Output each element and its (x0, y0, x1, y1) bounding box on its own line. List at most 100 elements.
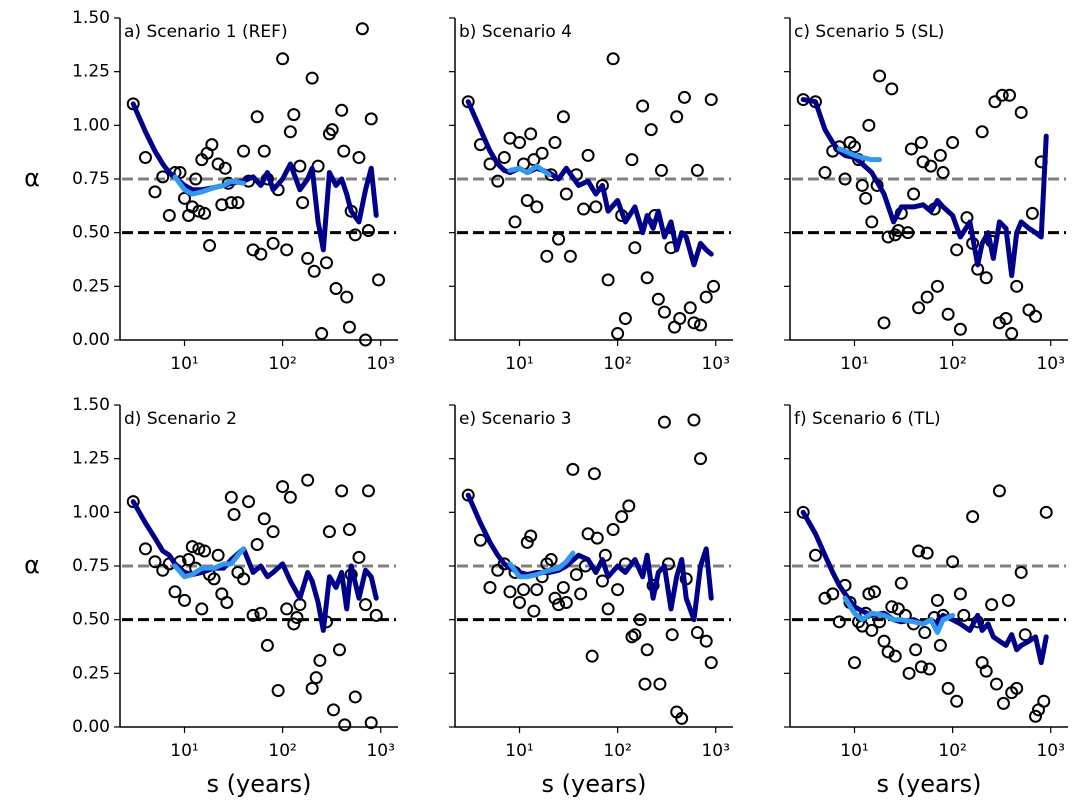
data-point (677, 90, 691, 104)
data-point (205, 138, 219, 152)
data-point (881, 230, 895, 244)
data-point (877, 316, 891, 330)
x-tick-label: 10¹ (505, 741, 533, 761)
data-point (1001, 593, 1015, 607)
data-point (891, 602, 905, 616)
data-point (168, 585, 182, 599)
panel-title: b) Scenario 4 (459, 22, 572, 42)
data-point (352, 151, 366, 165)
data-point (520, 193, 534, 207)
line-series (507, 163, 552, 178)
y-tick-label: 0.75 (72, 556, 110, 576)
data-point (287, 108, 301, 122)
data-point (283, 490, 297, 504)
data-point (266, 525, 280, 539)
data-point (585, 649, 599, 663)
data-point (1022, 303, 1036, 317)
data-point (675, 711, 689, 725)
data-point (707, 279, 721, 293)
data-point (862, 587, 876, 601)
data-point (595, 574, 609, 588)
data-point (950, 243, 964, 257)
data-point (992, 316, 1006, 330)
data-point (873, 615, 887, 629)
x-tick-label: 10² (268, 741, 296, 761)
data-point (309, 671, 323, 685)
data-point (503, 585, 517, 599)
data-point (946, 136, 960, 150)
data-point (826, 587, 840, 601)
data-point (369, 608, 383, 622)
data-point (148, 185, 162, 199)
data-point (615, 510, 629, 524)
y-tick-label: 0.25 (72, 276, 110, 296)
data-point (611, 327, 625, 341)
data-point (601, 602, 615, 616)
data-point (293, 159, 307, 173)
x-tick-label: 10³ (366, 741, 394, 761)
data-point (902, 666, 916, 680)
data-point (690, 163, 704, 177)
data-point (126, 495, 140, 509)
x-tick-label: 10³ (1036, 741, 1064, 761)
x-tick-label: 10² (938, 741, 966, 761)
data-point (138, 151, 152, 165)
data-point (979, 271, 993, 285)
y-tick-label: 1.00 (72, 115, 110, 135)
data-point (818, 166, 832, 180)
y-tick-label: 0.25 (72, 663, 110, 683)
data-point (1037, 694, 1051, 708)
data-point (909, 643, 923, 657)
data-point (683, 301, 697, 315)
data-point (293, 598, 307, 612)
data-point (665, 628, 679, 642)
data-point (182, 553, 196, 567)
y-tick-label: 0.00 (72, 717, 110, 737)
data-point (315, 327, 329, 341)
panel: 10¹ 10² 10³ c) Scenario 5 (SL) (784, 17, 1068, 374)
data-point (877, 634, 891, 648)
data-point (185, 200, 199, 214)
data-point (907, 187, 921, 201)
data-point (305, 681, 319, 695)
data-point (338, 718, 352, 732)
data-point (924, 159, 938, 173)
data-point (848, 140, 862, 154)
data-point (922, 662, 936, 676)
data-point (237, 144, 251, 158)
data-point (622, 499, 636, 513)
data-point (520, 535, 534, 549)
data-point (218, 161, 232, 175)
data-point (694, 452, 708, 466)
data-point (633, 613, 647, 627)
data-point (618, 312, 632, 326)
data-point (524, 529, 538, 543)
data-point (670, 110, 684, 124)
y-tick-label: 1.50 (72, 8, 110, 28)
x-tick-label: 10³ (366, 354, 394, 374)
data-point (198, 544, 212, 558)
data-point (290, 611, 304, 625)
panel: 0.00 0.25 0.50 0.75 1.00 1.25 1.50 10¹ 10² 10³ d) … (24, 395, 398, 798)
data-point (1014, 565, 1028, 579)
data-point (1010, 279, 1024, 293)
x-tick-label: 10¹ (170, 354, 198, 374)
data-point (855, 178, 869, 192)
data-point (566, 462, 580, 476)
data-point (574, 587, 588, 601)
data-point (361, 484, 375, 498)
data-point (673, 312, 687, 326)
panel: 10¹ 10² 10³ b) Scenario 4 (449, 17, 733, 374)
data-point (352, 550, 366, 564)
y-tick-label: 0.50 (72, 223, 110, 243)
data-point (329, 281, 343, 295)
y-tick-label: 0.50 (72, 610, 110, 630)
data-point (868, 585, 882, 599)
x-tick-label: 10³ (701, 354, 729, 374)
data-point (985, 598, 999, 612)
data-point (307, 264, 321, 278)
data-point (894, 576, 908, 590)
data-point (901, 226, 915, 240)
data-point (335, 484, 349, 498)
